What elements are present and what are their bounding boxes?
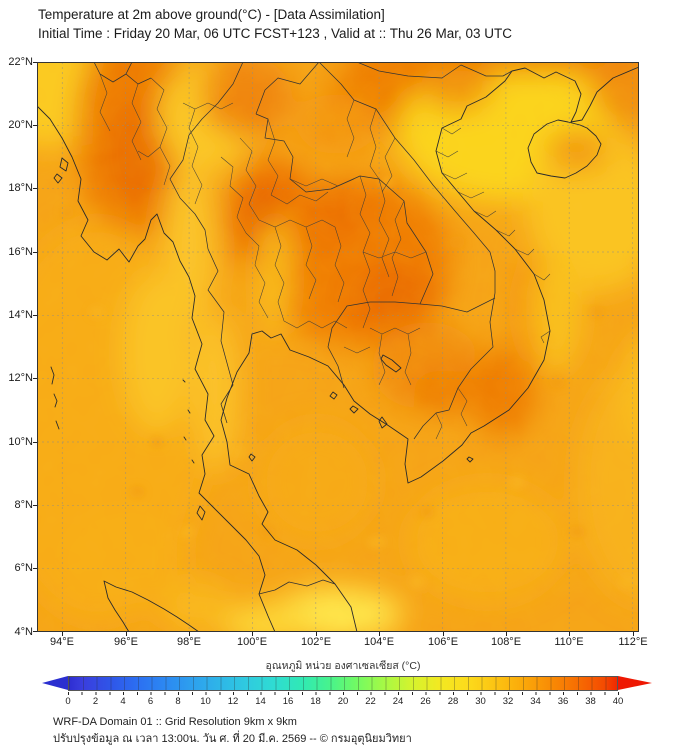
- lon-tick-mark: [252, 632, 253, 636]
- lat-tick-mark: [33, 125, 37, 126]
- coastlines: [37, 66, 639, 632]
- temperature-field: [37, 62, 639, 632]
- colorbar-tick: 38: [585, 696, 596, 707]
- lat-tick-mark: [33, 378, 37, 379]
- lon-tick-mark: [443, 632, 444, 636]
- colorbar-under-arrow: [42, 676, 68, 690]
- lon-label: 96°E: [114, 636, 138, 648]
- lon-label: 108°E: [490, 636, 522, 648]
- graticule-gridlines: [37, 62, 639, 632]
- colorbar-gradient: [68, 676, 618, 691]
- colorbar-tick: 16: [282, 696, 294, 707]
- colorbar-tick: 28: [447, 696, 459, 707]
- lat-tick-mark: [33, 568, 37, 569]
- map-frame: [37, 62, 639, 632]
- lat-tick-mark: [33, 315, 37, 316]
- lon-label: 94°E: [50, 636, 74, 648]
- field-noise-texture: [37, 62, 639, 632]
- lat-label: 22°N: [8, 56, 33, 68]
- province-borders: [99, 73, 551, 440]
- page-title: Temperature at 2m above ground(°C) - [Da…: [38, 7, 385, 22]
- footer-update-info: ปรับปรุงข้อมูล ณ เวลา 13:00น. วัน ศ. ที่…: [53, 733, 412, 745]
- lat-label: 18°N: [8, 182, 33, 194]
- lon-tick-mark: [506, 632, 507, 636]
- lon-tick-mark: [62, 632, 63, 636]
- lat-tick-mark: [33, 505, 37, 506]
- colorbar-tick: 0: [65, 696, 71, 707]
- colorbar-tick: 24: [392, 696, 404, 707]
- colorbar-over-arrow: [618, 676, 652, 690]
- colorbar-tick: 32: [502, 696, 514, 707]
- colorbar-tick: 30: [475, 696, 486, 707]
- lat-label: 4°N: [14, 626, 33, 638]
- colorbar-tick: 12: [227, 696, 239, 707]
- colorbar-tick: 2: [92, 696, 99, 707]
- colorbar-tick: 8: [175, 696, 181, 707]
- lat-label: 6°N: [14, 562, 33, 574]
- colorbar-tick: 36: [557, 696, 569, 707]
- colorbar-tick: 20: [337, 696, 349, 707]
- lon-label: 112°E: [618, 636, 648, 648]
- lat-label: 20°N: [8, 119, 33, 131]
- lat-tick-mark: [33, 62, 37, 63]
- colorbar-tick: 18: [310, 696, 321, 707]
- colorbar-tick: 4: [120, 696, 126, 707]
- colorbar-tick: 34: [530, 696, 541, 707]
- lon-tick-mark: [316, 632, 317, 636]
- lon-label: 102°E: [300, 636, 332, 648]
- lon-label: 100°E: [236, 636, 268, 648]
- lat-label: 16°N: [8, 246, 33, 258]
- colorbar-tick: 10: [200, 696, 211, 707]
- lon-tick-mark: [569, 632, 570, 636]
- lon-tick-mark: [633, 632, 634, 636]
- footer-domain-info: WRF-DA Domain 01 :: Grid Resolution 9km …: [53, 716, 297, 728]
- lon-label: 106°E: [427, 636, 459, 648]
- lon-label: 110°E: [554, 636, 584, 648]
- lat-tick-mark: [33, 252, 37, 253]
- colorbar-tick: 6: [147, 696, 154, 707]
- lat-label: 14°N: [8, 309, 33, 321]
- temperature-map: [37, 62, 639, 632]
- colorbar-tick: 40: [612, 696, 624, 707]
- lon-tick-mark: [189, 632, 190, 636]
- lat-label: 10°N: [8, 436, 33, 448]
- lat-tick-mark: [33, 188, 37, 189]
- lon-label: 104°E: [363, 636, 395, 648]
- colorbar-tick: 22: [365, 696, 376, 707]
- lon-tick-mark: [379, 632, 380, 636]
- lon-label: 98°E: [177, 636, 201, 648]
- lat-label: 12°N: [8, 372, 33, 384]
- lat-tick-mark: [33, 442, 37, 443]
- lon-tick-mark: [126, 632, 127, 636]
- page-subtitle: Initial Time : Friday 20 Mar, 06 UTC FCS…: [38, 26, 513, 41]
- colorbar-tick-marks: [68, 692, 619, 695]
- colorbar-title: อุณหภูมิ หน่วย องศาเซลเซียส (°C): [265, 660, 421, 672]
- colorbar-tick: 14: [255, 696, 266, 707]
- colorbar-tick: 26: [420, 696, 431, 707]
- lat-tick-mark: [33, 631, 37, 632]
- country-borders: [93, 62, 513, 595]
- lat-label: 8°N: [14, 499, 33, 511]
